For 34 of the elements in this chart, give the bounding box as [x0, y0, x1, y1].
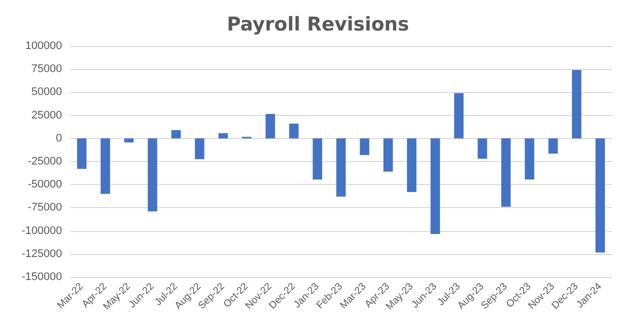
y-tick-label: -100000: [22, 224, 62, 237]
bar: [289, 124, 299, 138]
y-tick-label: 75000: [31, 63, 62, 76]
y-tick-label: -125000: [22, 248, 62, 260]
y-tick-label: 50000: [31, 86, 62, 98]
bar: [336, 138, 346, 197]
y-tick-label: 25000: [31, 109, 62, 122]
bar: [312, 138, 322, 180]
chart-title: Payroll Revisions: [226, 14, 410, 36]
bar: [524, 138, 534, 180]
bar: [148, 138, 158, 212]
y-tick-label: -50000: [28, 178, 62, 191]
bar: [478, 138, 488, 159]
bar: [360, 138, 370, 156]
bar: [596, 138, 605, 253]
bar: [124, 138, 134, 142]
bar: [454, 93, 464, 138]
bar: [501, 138, 511, 207]
bar: [77, 138, 86, 169]
bar: [194, 138, 204, 160]
bar: [218, 133, 228, 138]
y-tick-label: 0: [56, 132, 62, 144]
bar: [100, 138, 110, 194]
y-tick-label: -25000: [28, 156, 62, 168]
bar: [383, 138, 393, 172]
y-tick-label: 100000: [25, 40, 62, 52]
bar: [430, 138, 440, 234]
bar: [171, 130, 181, 138]
bar: [548, 138, 558, 154]
y-tick-label: -75000: [28, 202, 62, 214]
bar: [406, 138, 416, 192]
bar: [266, 114, 276, 138]
bar: [572, 70, 582, 138]
y-tick-label: -150000: [22, 271, 62, 283]
